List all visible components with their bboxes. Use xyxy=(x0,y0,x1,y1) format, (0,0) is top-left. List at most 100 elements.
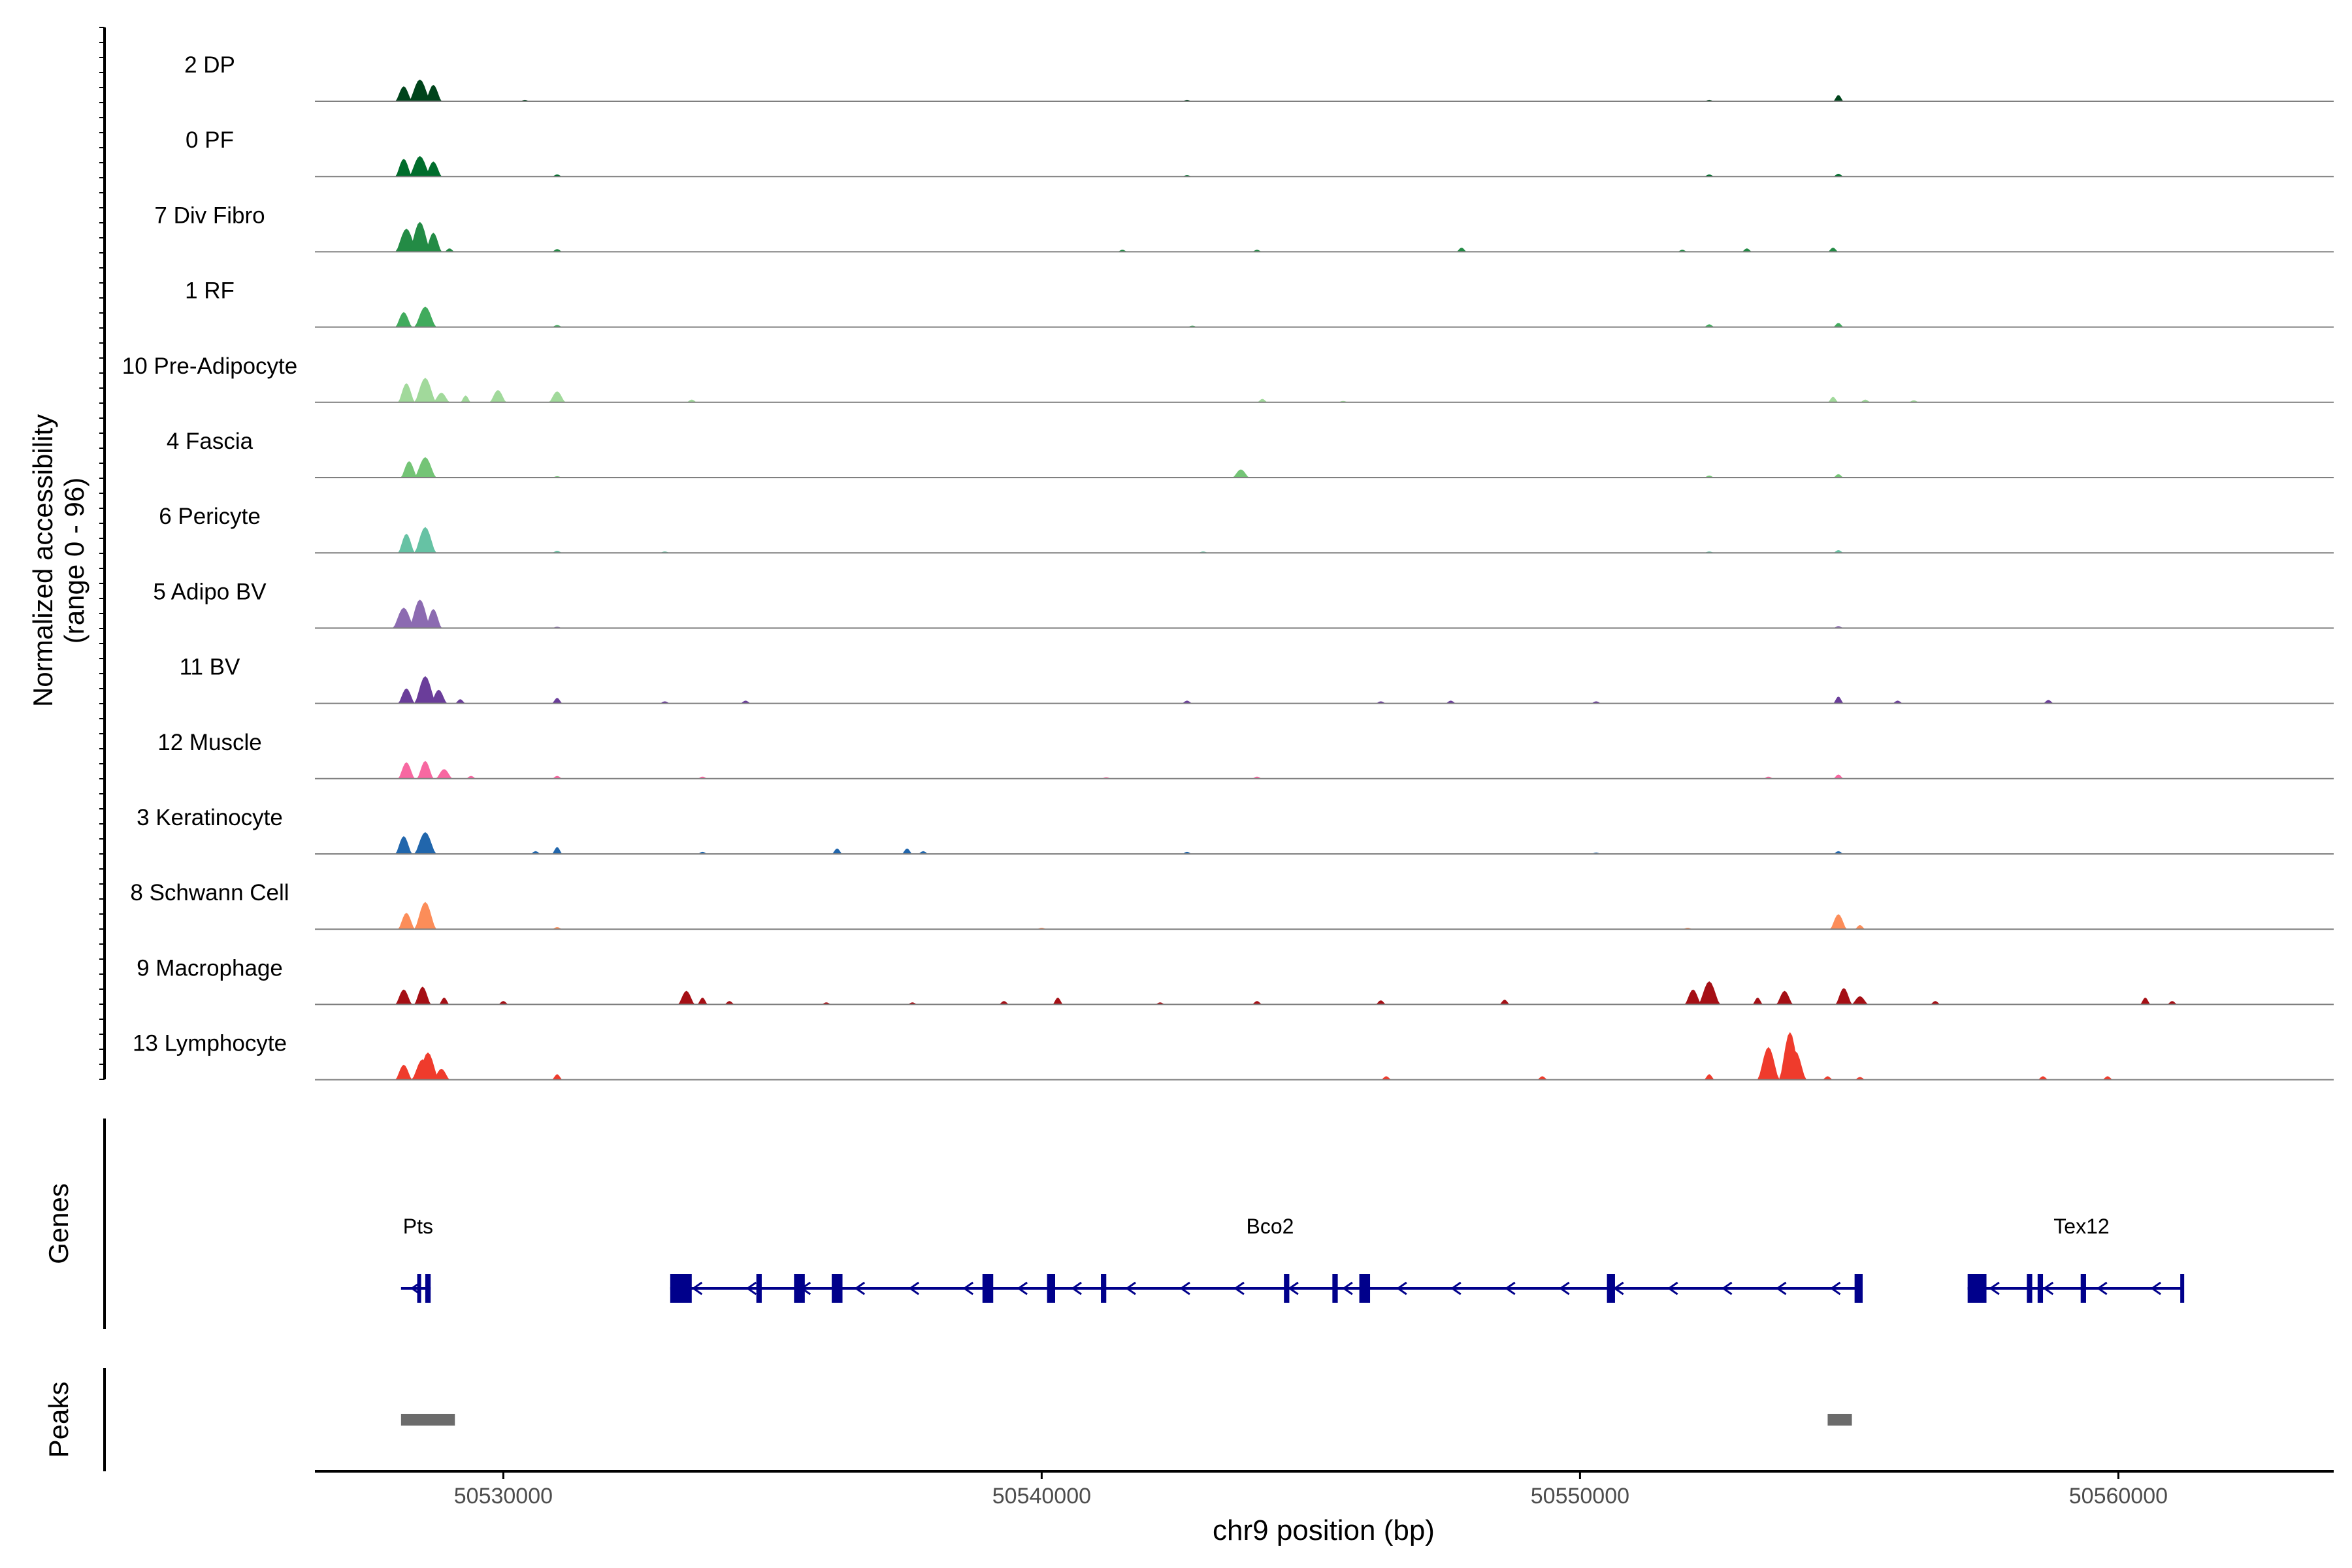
track-13-peak-4 xyxy=(498,1001,509,1005)
track-14-peak-14 xyxy=(2038,1076,2048,1080)
track-11-peak-6 xyxy=(902,848,913,854)
track-2-peak-6 xyxy=(1833,174,1844,177)
exon-Bco2-12 xyxy=(1854,1274,1863,1303)
track-10-peak-1 xyxy=(398,762,416,779)
track-9-peak-13 xyxy=(2043,700,2054,704)
track-7: 6 Pericyte xyxy=(159,504,2334,554)
track-14-peak-11 xyxy=(1784,1051,1806,1080)
track-13-peak-11 xyxy=(1375,1000,1386,1005)
track-14-peak-15 xyxy=(2102,1076,2113,1080)
track-10: 12 Muscle xyxy=(157,730,2334,779)
track-7-peak-1 xyxy=(398,534,416,553)
track-9-peak-2 xyxy=(414,676,436,704)
track-13-peak-14 xyxy=(1698,981,1721,1005)
track-2-peak-3 xyxy=(425,161,442,177)
strand-chevron xyxy=(1450,1281,1462,1296)
track-3-peak-4 xyxy=(444,248,455,252)
track-9: 11 BV xyxy=(180,655,2334,704)
track-13-peak-15 xyxy=(1752,998,1763,1005)
track-11-peak-4 xyxy=(530,851,541,854)
track-9-peak-5 xyxy=(551,698,563,704)
track-label: 13 Lymphocyte xyxy=(133,1031,287,1056)
track-4-peak-1 xyxy=(395,312,412,327)
strand-chevron xyxy=(1233,1281,1245,1296)
track-1-peak-4 xyxy=(1833,95,1844,101)
track-label: 2 DP xyxy=(184,52,235,78)
track-13-peak-20 xyxy=(2140,998,2151,1005)
track-5-peak-1 xyxy=(398,383,416,402)
x-tick-label: 50550000 xyxy=(1531,1484,1629,1509)
exon-Bco2-9 xyxy=(1332,1274,1338,1303)
track-1-peak-3 xyxy=(425,85,442,101)
track-5-peak-10 xyxy=(1860,399,1871,402)
track-6: 4 Fascia xyxy=(167,429,2334,478)
y-axis-title-line1: Normalized accessibility xyxy=(27,414,58,707)
track-5-peak-6 xyxy=(548,391,566,402)
track-9-peak-4 xyxy=(455,699,466,704)
exon-Bco2-4 xyxy=(832,1274,843,1303)
track-6-peak-6 xyxy=(1833,474,1844,478)
track-5-peak-2 xyxy=(414,378,436,402)
strand-chevron xyxy=(1505,1281,1516,1296)
strand-chevron xyxy=(1559,1281,1570,1296)
track-8-peak-2 xyxy=(408,599,431,629)
exon-Pts-1 xyxy=(417,1274,421,1303)
strand-chevron xyxy=(1989,1281,2000,1296)
strand-chevron xyxy=(1125,1281,1136,1296)
track-10-peak-2 xyxy=(416,760,434,779)
x-tick-label: 50540000 xyxy=(992,1484,1091,1509)
track-4-peak-2 xyxy=(414,306,436,327)
track-6-peak-1 xyxy=(400,461,418,478)
track-label: 1 RF xyxy=(185,278,235,304)
gene-Bco2: Bco2 xyxy=(670,1215,1863,1303)
track-13: 9 Macrophage xyxy=(137,955,2334,1005)
track-9-peak-10 xyxy=(1445,700,1456,704)
track-label: 6 Pericyte xyxy=(159,504,261,529)
track-14-peak-12 xyxy=(1822,1076,1833,1080)
strand-chevron xyxy=(1288,1281,1299,1296)
track-14-peak-5 xyxy=(551,1074,563,1080)
peaks-panel-title: Peaks xyxy=(43,1382,74,1458)
track-13-peak-21 xyxy=(2166,1001,2178,1005)
strand-chevron xyxy=(1342,1281,1353,1296)
track-label: 0 PF xyxy=(186,127,234,153)
strand-chevron xyxy=(1829,1281,1841,1296)
track-1: 2 DP xyxy=(184,52,2334,102)
track-12-peak-1 xyxy=(398,913,416,930)
track-1-peak-1 xyxy=(395,86,412,101)
track-12: 8 Schwann Cell xyxy=(130,880,2334,930)
track-2-peak-1 xyxy=(395,159,412,177)
track-13-peak-17 xyxy=(1835,988,1853,1005)
exon-Bco2-11 xyxy=(1607,1274,1615,1303)
track-13-peak-8 xyxy=(998,1001,1009,1005)
track-13-peak-3 xyxy=(438,998,449,1005)
track-13-peak-18 xyxy=(1851,996,1869,1005)
track-4: 1 RF xyxy=(185,278,2334,328)
strand-chevron xyxy=(745,1281,757,1296)
coverage-y-axis xyxy=(99,27,106,1080)
track-11-peak-1 xyxy=(395,836,412,854)
coverage-tracks: 2 DP 0 PF 7 Div Fibro 1 RF 10 Pre-Adipocyte 4… xyxy=(122,52,2334,1081)
track-14-peak-4 xyxy=(433,1068,450,1080)
track-13-peak-10 xyxy=(1252,1001,1262,1005)
track-label: 10 Pre-Adipocyte xyxy=(122,353,297,379)
track-3-peak-2 xyxy=(408,221,431,252)
exon-Bco2-8 xyxy=(1284,1274,1290,1303)
gene-label: Bco2 xyxy=(1247,1215,1294,1238)
track-3-peak-8 xyxy=(1456,248,1467,252)
track-2: 0 PF xyxy=(186,127,2334,178)
track-3-peak-5 xyxy=(551,249,563,252)
exon-Bco2-6 xyxy=(1047,1274,1055,1303)
strand-chevron xyxy=(1179,1281,1190,1296)
exon-Tex12-4 xyxy=(2080,1274,2086,1303)
track-3-peak-3 xyxy=(425,233,442,252)
track-11-peak-11 xyxy=(1833,851,1844,854)
track-13-peak-12 xyxy=(1499,1000,1510,1005)
gene-label: Tex12 xyxy=(2053,1215,2109,1238)
track-label: 9 Macrophage xyxy=(137,955,283,981)
track-5-peak-7 xyxy=(686,399,697,402)
track-label: 12 Muscle xyxy=(157,730,262,755)
strand-chevron xyxy=(2042,1281,2054,1296)
track-10-peak-9 xyxy=(1833,774,1844,779)
